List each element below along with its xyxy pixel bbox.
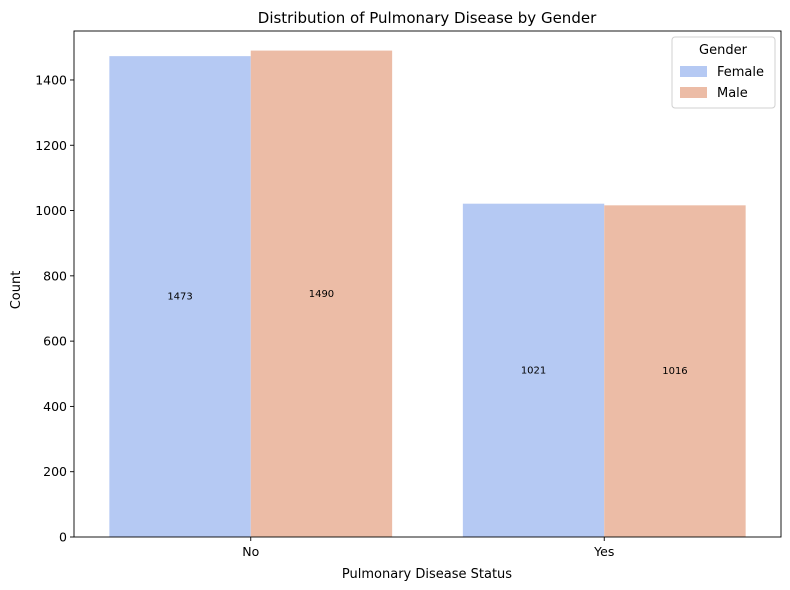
y-tick-label: 1200	[35, 138, 67, 153]
bar-male-yes	[604, 205, 746, 537]
y-axis-ticks: 0 200 400 600 800 1000 1200 1400	[35, 72, 74, 545]
legend-swatch-male	[680, 87, 707, 98]
bars-group	[109, 50, 746, 537]
data-labels-group: 1473 1490 1021 1016	[167, 289, 687, 377]
bar-male-no	[250, 50, 393, 537]
y-tick-label: 200	[43, 464, 67, 479]
data-label: 1473	[167, 292, 192, 303]
legend-swatch-female	[680, 66, 707, 77]
y-tick-label: 800	[43, 268, 67, 283]
y-tick-label: 600	[43, 334, 67, 349]
data-label: 1016	[662, 366, 687, 377]
legend-items: Female Male	[680, 65, 764, 101]
data-label: 1490	[309, 289, 334, 300]
x-tick-label: No	[242, 544, 259, 559]
legend-label-male: Male	[717, 86, 748, 101]
legend-title: Gender	[699, 43, 748, 58]
y-tick-label: 400	[43, 399, 67, 414]
x-axis-ticks: No Yes	[242, 537, 614, 559]
bar-female-no	[109, 56, 251, 537]
plot-frame	[73, 30, 782, 538]
legend: Gender Female Male	[671, 36, 776, 109]
x-axis-label: Pulmonary Disease Status	[342, 567, 512, 582]
legend-label-female: Female	[717, 65, 764, 80]
y-axis-label: Count	[9, 271, 24, 310]
chart-title: Distribution of Pulmonary Disease by Gen…	[258, 9, 597, 27]
data-label: 1021	[521, 365, 546, 376]
y-tick-label: 1000	[35, 203, 67, 218]
y-tick-label: 1400	[35, 72, 67, 87]
bar-female-yes	[462, 203, 605, 537]
x-tick-label: Yes	[593, 544, 614, 559]
y-tick-label: 0	[59, 530, 67, 545]
